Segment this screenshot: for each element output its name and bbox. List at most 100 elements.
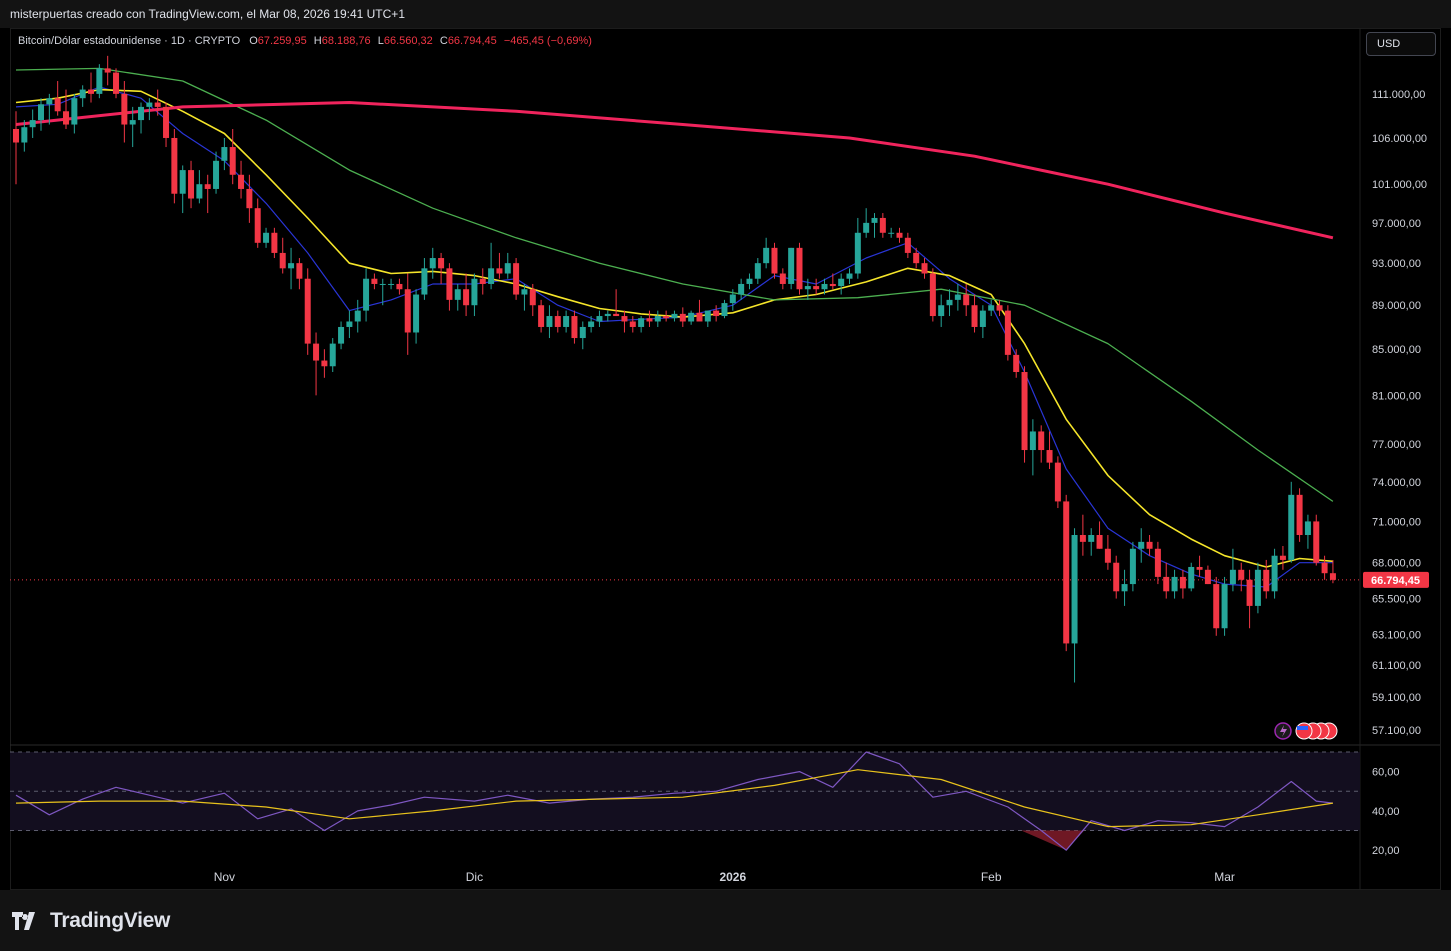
moving-average-line	[15, 67, 1334, 502]
candle-body	[846, 273, 853, 279]
candle-body	[913, 252, 920, 264]
candle-body	[1271, 555, 1278, 592]
candle	[888, 227, 895, 238]
candle	[638, 316, 645, 333]
candle-body	[429, 258, 436, 269]
candle-body	[1004, 310, 1011, 355]
candle-body	[479, 278, 486, 284]
candle-body	[46, 98, 53, 105]
candle	[696, 299, 703, 322]
candle-body	[354, 310, 361, 322]
candle	[721, 299, 728, 319]
candle-body	[838, 278, 845, 287]
candle	[88, 72, 95, 103]
candle-body	[804, 286, 811, 290]
low-label: L	[377, 35, 384, 47]
candle-body	[904, 237, 911, 253]
candle	[671, 310, 678, 322]
candle	[654, 310, 661, 327]
candle-body	[1246, 579, 1253, 606]
candle	[663, 310, 670, 322]
candle	[963, 283, 970, 317]
candle-body	[254, 208, 261, 243]
candle	[1288, 481, 1295, 563]
price-tick-label: 68.000,00	[1372, 558, 1421, 570]
price-tick-label: 61.100,00	[1372, 660, 1421, 672]
candle-body	[738, 283, 745, 295]
candle-body	[954, 294, 961, 300]
currency-button[interactable]: USD	[1366, 32, 1436, 56]
candle-body	[638, 318, 645, 327]
candle-body	[538, 305, 545, 327]
candle	[613, 289, 620, 317]
candle	[538, 299, 545, 333]
us-flag-canton	[1297, 726, 1308, 730]
candle-body	[1313, 521, 1320, 563]
candle-body	[546, 316, 553, 327]
candle	[121, 81, 128, 143]
candle	[588, 316, 595, 333]
candle-body	[1029, 431, 1036, 451]
candle	[171, 128, 178, 204]
rsi-line	[15, 769, 1333, 828]
candle-body	[1229, 569, 1236, 585]
candle	[1329, 560, 1336, 584]
candle-body	[279, 252, 286, 269]
price-tick-label: 74.000,00	[1372, 477, 1421, 489]
candle-body	[863, 222, 870, 233]
snapshot-caption: misterpuertas creado con TradingView.com…	[10, 7, 405, 21]
candle-body	[329, 343, 336, 367]
candle	[1054, 456, 1061, 509]
candle-body	[721, 303, 728, 317]
candle	[304, 268, 311, 355]
candle	[213, 151, 220, 194]
candle-body	[829, 283, 836, 287]
candle-body	[854, 232, 861, 274]
candle-body	[1079, 534, 1086, 542]
price-tick-label: 97.000,00	[1372, 218, 1421, 230]
footer	[0, 890, 1451, 951]
candle-body	[196, 184, 203, 199]
candle	[104, 55, 111, 86]
candle-body	[1196, 566, 1203, 570]
candle-body	[979, 310, 986, 327]
candle	[913, 247, 920, 269]
top-bar: misterpuertas creado con TradingView.com…	[0, 0, 1451, 28]
candle-body	[629, 321, 636, 327]
candle-body	[1279, 555, 1286, 560]
candle	[1279, 545, 1286, 570]
candle	[596, 310, 603, 327]
chart-frame[interactable]	[10, 28, 1441, 890]
candle	[1138, 528, 1145, 563]
candle	[1013, 349, 1020, 378]
candle	[871, 213, 878, 238]
candle-body	[1129, 548, 1136, 585]
candle-body	[113, 72, 120, 94]
candle-body	[521, 289, 528, 295]
candle-body	[413, 294, 420, 333]
candle-body	[296, 263, 303, 279]
brand-name: TradingView	[50, 909, 171, 932]
candle	[788, 247, 795, 290]
candle-body	[1254, 569, 1261, 606]
price-tick-label: 65.500,00	[1372, 594, 1421, 606]
candle	[571, 310, 578, 344]
candle-body	[313, 343, 320, 361]
candle-body	[563, 316, 570, 327]
price-tick-label: 111.000,00	[1372, 89, 1425, 101]
candles-group	[13, 55, 1336, 683]
tradingview-logo[interactable]: TradingView	[12, 909, 170, 933]
candle	[54, 81, 61, 116]
candle-body	[379, 283, 386, 285]
candle-body	[988, 305, 995, 311]
candle	[46, 93, 53, 125]
candle	[221, 137, 228, 171]
candle	[529, 283, 536, 317]
price-chart[interactable]: 111.000,00 106.000,00 101.000,00 97.000,00 9…	[0, 0, 1451, 890]
rsi-line	[15, 751, 1333, 851]
open-value: 67.259,95	[257, 35, 307, 47]
candle	[863, 208, 870, 238]
candle-body	[388, 283, 395, 285]
candle	[1063, 494, 1070, 652]
candle	[646, 310, 653, 327]
